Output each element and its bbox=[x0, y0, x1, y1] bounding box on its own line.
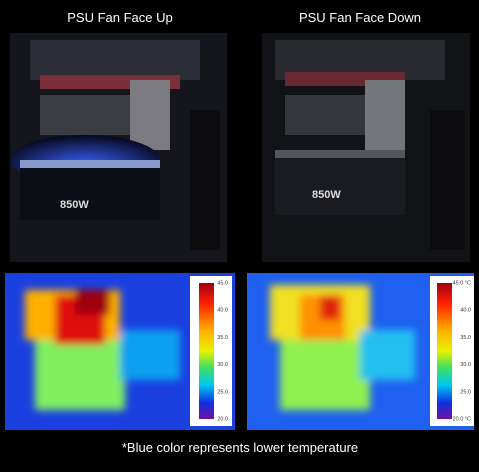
photo: 850W bbox=[262, 33, 470, 262]
footnote: *Blue color represents lower temperature bbox=[122, 440, 358, 455]
scale-label: 35.0 bbox=[460, 335, 471, 341]
scale-label: 25.0 bbox=[460, 389, 471, 395]
photo: 850W bbox=[10, 33, 227, 262]
scale-label: 20.0 °C bbox=[453, 416, 471, 422]
scale-label: 30.0 bbox=[460, 362, 471, 368]
color-bar bbox=[199, 283, 214, 419]
scale-label: 40.0 bbox=[460, 308, 471, 314]
scale-label: 20.0 bbox=[217, 416, 228, 422]
scale-label: 35.0 bbox=[217, 335, 228, 341]
color-bar bbox=[437, 283, 452, 419]
scale-label: 45.0 °C bbox=[453, 280, 471, 286]
psu-label: 850W bbox=[60, 199, 89, 211]
panel-title: PSU Fan Face Down bbox=[299, 10, 421, 25]
psu-label: 850W bbox=[312, 189, 341, 201]
scale-label: 25.0 bbox=[217, 389, 228, 395]
scale-label: 30.0 bbox=[217, 362, 228, 368]
panel-title: PSU Fan Face Up bbox=[67, 10, 173, 25]
scale-label: 45.0 bbox=[217, 280, 228, 286]
scale-label: 40.0 bbox=[217, 308, 228, 314]
